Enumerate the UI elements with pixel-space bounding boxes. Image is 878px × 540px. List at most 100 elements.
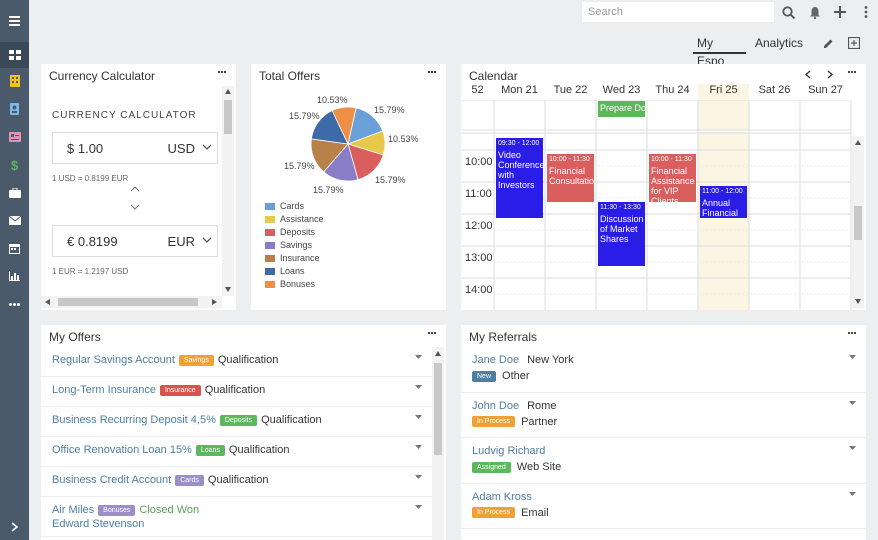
scroll-left-arrow-icon[interactable] (45, 299, 50, 305)
sidebar-item-reports[interactable] (0, 263, 29, 289)
legend-item[interactable]: Bonuses (265, 278, 315, 290)
day-header[interactable]: Mon 21 (501, 84, 538, 96)
row-dropdown-caret-icon[interactable] (849, 446, 856, 453)
chevron-down-icon (203, 237, 211, 243)
status-badge: In Process (472, 416, 516, 428)
legend-item[interactable]: Savings (265, 239, 312, 251)
menu-button[interactable] (857, 3, 875, 21)
sidebar-expand-button[interactable] (0, 514, 29, 540)
vertical-scrollbar[interactable] (222, 86, 234, 296)
sidebar-item-accounts[interactable] (0, 68, 29, 94)
offers-scrollbar[interactable] (432, 347, 444, 540)
offer-name-link[interactable]: Business Recurring Deposit 4,5% (52, 414, 216, 426)
legend-item[interactable]: Assistance (265, 213, 324, 225)
search-input[interactable] (582, 2, 774, 22)
legend-item[interactable]: Insurance (265, 252, 320, 264)
to-amount-field[interactable]: € 0.8199 EUR (52, 225, 218, 257)
calendar-scrollbar[interactable] (852, 136, 864, 308)
sidebar: $ (0, 0, 29, 540)
allday-event[interactable]: Prepare Do (598, 101, 645, 117)
to-currency-select[interactable]: EUR (167, 234, 195, 249)
offer-name-link[interactable]: Long-Term Insurance (52, 384, 156, 396)
offer-name-link[interactable]: Business Credit Account (52, 474, 172, 486)
sidebar-item-leads[interactable] (0, 124, 29, 150)
calendar-event[interactable]: 11:00 - 12:00 Annual Financial (700, 186, 747, 218)
sidebar-item-dashboard[interactable] (0, 42, 29, 68)
sidebar-item-contacts[interactable] (0, 96, 29, 122)
pie-slice-bonuses[interactable] (331, 106, 357, 146)
row-dropdown-caret-icon[interactable] (415, 385, 422, 392)
day-header-today[interactable]: Fri 25 (698, 84, 749, 102)
panel-title: My Referrals (469, 330, 538, 344)
day-header[interactable]: Sat 26 (758, 84, 791, 96)
scroll-thumb[interactable] (58, 298, 198, 306)
scroll-thumb[interactable] (434, 363, 442, 455)
offer-name-link[interactable]: Office Renovation Loan 15% (52, 444, 192, 456)
legend-item[interactable]: Cards (265, 200, 304, 212)
referral-name-link[interactable]: Jane Doe (472, 354, 520, 366)
scroll-up-arrow-icon[interactable] (225, 89, 231, 94)
sidebar-item-opportunities[interactable]: $ (0, 152, 29, 178)
scroll-thumb[interactable] (224, 100, 232, 134)
sidebar-item-cases[interactable] (0, 180, 29, 206)
scroll-down-arrow-icon[interactable] (225, 287, 231, 292)
chevron-right-icon[interactable] (827, 70, 833, 79)
status-badge: New (472, 370, 497, 382)
panel-menu-dots-icon[interactable] (216, 68, 230, 78)
calendar-event[interactable]: 11:30 - 13:30 Discussion of Market Shares (598, 202, 645, 266)
tab-my-espo[interactable]: My Espo (693, 34, 746, 68)
row-dropdown-caret-icon[interactable] (415, 445, 422, 452)
offer-name-link[interactable]: Regular Savings Account (52, 354, 175, 366)
row-dropdown-caret-icon[interactable] (849, 400, 856, 408)
add-dashlet-button[interactable] (845, 34, 863, 52)
scroll-up-arrow-icon[interactable] (435, 351, 441, 356)
panel-menu-dots-icon[interactable] (426, 329, 440, 339)
calendar-event[interactable]: 09:30 - 12:00 Video Conference with Inves… (496, 138, 543, 218)
row-dropdown-caret-icon[interactable] (415, 475, 422, 482)
tab-analytics[interactable]: Analytics (755, 36, 804, 50)
legend-item[interactable]: Deposits (265, 226, 315, 238)
scroll-thumb[interactable] (854, 206, 862, 240)
horizontal-scrollbar[interactable] (41, 296, 222, 308)
sidebar-more-button[interactable] (0, 291, 29, 317)
chevron-left-icon[interactable] (805, 70, 811, 79)
sidebar-item-email[interactable] (0, 207, 29, 233)
offer-name-link[interactable]: Air Miles (52, 504, 95, 516)
referral-name-link[interactable]: John Doe (472, 399, 520, 412)
row-dropdown-caret-icon[interactable] (849, 491, 856, 499)
legend-swatch (265, 267, 275, 275)
edit-dashboard-button[interactable] (819, 34, 837, 52)
search-button[interactable] (779, 3, 797, 21)
panel-menu-dots-icon[interactable] (846, 329, 860, 339)
id-card-icon (8, 132, 21, 142)
menu-toggle-button[interactable] (0, 8, 29, 34)
referral-name-link[interactable]: Ludvig Richard (472, 445, 546, 457)
row-dropdown-caret-icon[interactable] (415, 355, 422, 362)
day-header[interactable]: Thu 24 (655, 84, 690, 96)
referral-name-link[interactable]: Adam Kross (472, 490, 532, 503)
contact-link[interactable]: Edward Stevenson (52, 518, 145, 530)
scroll-up-arrow-icon[interactable] (855, 140, 861, 145)
row-dropdown-caret-icon[interactable] (849, 355, 856, 362)
panel-menu-dots-icon[interactable] (426, 68, 440, 78)
day-header[interactable]: Tue 22 (553, 84, 588, 96)
legend-item[interactable]: Loans (265, 265, 305, 277)
day-header[interactable]: Sun 27 (808, 84, 843, 96)
row-dropdown-caret-icon[interactable] (415, 415, 422, 422)
from-currency-select[interactable]: USD (167, 141, 195, 156)
quick-create-button[interactable] (831, 3, 849, 21)
calendar-panel: Calendar 52 Mon 21 Tue 22 Wed 23 Thu 24 … (461, 64, 866, 310)
scroll-down-arrow-icon[interactable] (855, 299, 861, 304)
scroll-right-arrow-icon[interactable] (212, 299, 217, 305)
row-dropdown-caret-icon[interactable] (415, 505, 422, 512)
notifications-button[interactable] (806, 3, 824, 21)
panel-menu-dots-icon[interactable] (846, 68, 860, 78)
from-amount-field[interactable]: $ 1.00 USD (52, 132, 218, 164)
panel-title: Currency Calculator (49, 69, 156, 83)
legend-swatch (265, 202, 275, 210)
calendar-event[interactable]: 10:00 - 11:30 Financial Assistance for VI… (649, 154, 696, 202)
sidebar-item-calendar[interactable] (0, 235, 29, 261)
swap-arrows-icon[interactable] (131, 186, 139, 210)
day-header[interactable]: Wed 23 (602, 84, 641, 96)
